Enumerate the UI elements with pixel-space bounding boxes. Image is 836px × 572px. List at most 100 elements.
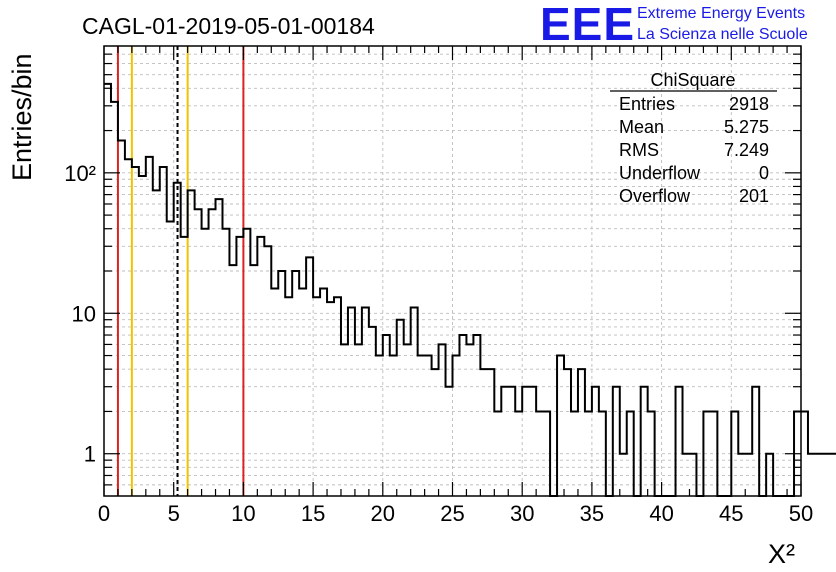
histogram-bin (222, 229, 229, 496)
y-tick-label: 1 (84, 442, 96, 467)
histogram-bin (766, 454, 773, 496)
histogram-bin (306, 257, 313, 496)
histogram-bin (202, 229, 209, 496)
histogram-bin (815, 454, 822, 496)
histogram-bin (536, 411, 543, 496)
histogram-bin (153, 190, 160, 496)
histogram-bin (822, 454, 829, 496)
x-tick-label: 15 (301, 501, 325, 526)
histogram-series (104, 82, 836, 497)
histogram-bin (188, 190, 195, 496)
histogram-bin (104, 84, 111, 496)
histogram-bin (355, 344, 362, 496)
y-axis-label: Entries/bin (7, 53, 37, 181)
histogram-bin (808, 454, 815, 496)
histogram-bin (118, 140, 125, 496)
histogram-bin (292, 271, 299, 496)
histogram-bin (264, 246, 271, 496)
histogram-bin (613, 387, 620, 496)
histogram-bin (299, 289, 306, 496)
histogram-bin (250, 265, 257, 496)
eee-logo: EEE Extreme Energy Events La Scienza nel… (540, 0, 808, 50)
x-tick-label: 25 (440, 501, 464, 526)
histogram-bin (411, 307, 418, 496)
histogram-bin (522, 387, 529, 496)
histogram-bin (676, 387, 683, 496)
histogram-bin (620, 454, 627, 496)
histogram-bin (703, 411, 710, 496)
histogram-bin (578, 369, 585, 496)
histogram-bin (446, 387, 453, 496)
histogram-bin (320, 289, 327, 496)
stats-row-label: Underflow (619, 163, 701, 183)
x-tick-label: 10 (231, 501, 255, 526)
histogram-bin (738, 454, 745, 496)
stats-row-value: 0 (759, 163, 769, 183)
histogram-bin (432, 369, 439, 496)
stats-row-value: 201 (739, 186, 769, 206)
histogram-bin (195, 209, 202, 496)
histogram-bin (641, 387, 648, 496)
histogram-bin (473, 335, 480, 496)
histogram-bin (564, 369, 571, 496)
histogram-bin (752, 387, 759, 496)
histogram-bin (174, 183, 181, 496)
histogram-bin (362, 307, 369, 496)
histogram-bin (648, 411, 655, 496)
histogram-bin (439, 344, 446, 496)
eee-logo-line1: Extreme Energy Events (637, 5, 805, 22)
histogram-bin (257, 237, 264, 496)
x-tick-label: 20 (371, 501, 395, 526)
x-tick-labels: 0 5 10 15 20 25 30 35 40 45 50 (98, 501, 813, 526)
histogram-bin (390, 356, 397, 496)
histogram-bin (271, 289, 278, 496)
histogram-bin (167, 222, 174, 496)
histogram-bin (209, 209, 216, 496)
stats-box: ChiSquare Entries 2918 Mean 5.275 RMS 7.249 Un… (610, 70, 777, 206)
histogram-bin (341, 344, 348, 496)
histogram-bin (801, 411, 808, 496)
histogram-bin (278, 271, 285, 496)
histogram-bin (383, 335, 390, 496)
histogram-bin (132, 167, 139, 496)
chart-title: CAGL-01-2019-05-01-00184 (82, 13, 375, 39)
stats-row-label: Mean (619, 117, 664, 137)
histogram-bin (689, 454, 696, 496)
histogram-outline (104, 82, 836, 497)
x-tick-label: 5 (168, 501, 180, 526)
x-tick-label: 30 (510, 501, 534, 526)
histogram-bin (139, 176, 146, 496)
histogram-bin (181, 237, 188, 496)
histogram-bin (710, 411, 717, 496)
histogram-bin (508, 387, 515, 496)
histogram-bin (146, 157, 153, 496)
histogram-bin (418, 356, 425, 496)
histogram-bin (229, 265, 236, 496)
histogram-bin (829, 454, 836, 496)
histogram-bin (397, 320, 404, 496)
histogram-bin (480, 369, 487, 496)
x-tick-label: 0 (98, 501, 110, 526)
histogram-bin (327, 302, 334, 496)
histogram-bin (585, 411, 592, 496)
histogram-bin (466, 344, 473, 496)
grid-lines (103, 46, 802, 496)
histogram-bin (487, 369, 494, 496)
histogram-bin (243, 229, 250, 496)
x-tick-label: 35 (580, 501, 604, 526)
stats-row-value: 7.249 (724, 140, 769, 160)
stats-row-value: 2918 (729, 94, 769, 114)
stats-row-label: RMS (619, 140, 659, 160)
x-tick-label: 45 (719, 501, 743, 526)
histogram-bin (543, 411, 550, 496)
histogram-bin (731, 411, 738, 496)
stats-row-label: Entries (619, 94, 675, 114)
histogram-bin (376, 356, 383, 496)
histogram-bin (369, 327, 376, 496)
histogram-bin (459, 335, 466, 496)
histogram-bin (285, 297, 292, 496)
x-axis-label: X² (768, 539, 795, 569)
y-tick-label: 10² (64, 161, 96, 186)
histogram-bin (348, 307, 355, 496)
